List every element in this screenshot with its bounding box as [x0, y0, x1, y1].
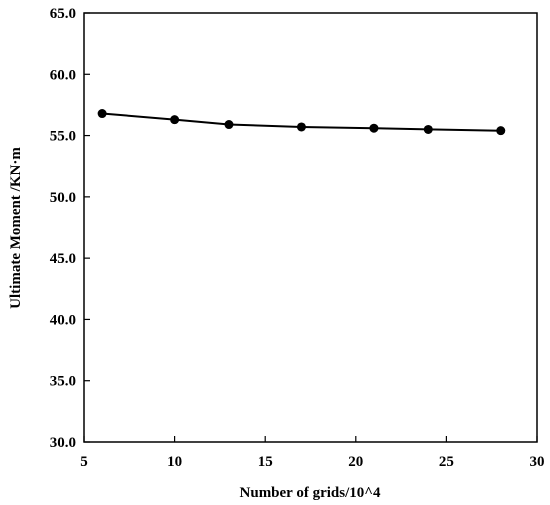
x-axis-ticks: 5 10 15 20 25 30: [80, 436, 545, 470]
data-point: [423, 124, 433, 134]
x-tick-label: 30: [530, 454, 545, 470]
y-tick-label: 60.0: [50, 67, 76, 83]
y-tick-label: 65.0: [50, 6, 76, 22]
y-axis-title: Ultimate Moment /KN·m: [8, 147, 24, 309]
x-tick-label: 20: [348, 454, 363, 470]
y-tick-label: 40.0: [50, 312, 76, 328]
data-point: [224, 120, 234, 130]
x-axis-title: Number of grids/10^4: [240, 485, 381, 501]
data-point: [496, 126, 506, 136]
plot-frame: [83, 12, 538, 443]
data-point: [170, 115, 180, 125]
y-axis-ticks: 30.0 35.0 40.0 45.0 50.0 55.0 60.0 65.0: [50, 6, 90, 451]
data-point: [97, 109, 107, 119]
y-tick-label: 35.0: [50, 374, 76, 390]
data-point: [296, 122, 306, 132]
data-point: [369, 123, 379, 133]
x-tick-label: 10: [167, 454, 182, 470]
x-tick-label: 25: [439, 454, 454, 470]
y-tick-label: 30.0: [50, 435, 76, 451]
x-tick-label: 15: [258, 454, 273, 470]
series-layer: [97, 109, 506, 136]
y-tick-label: 55.0: [50, 129, 76, 145]
y-tick-label: 45.0: [50, 251, 76, 267]
y-tick-label: 50.0: [50, 190, 76, 206]
x-tick-label: 5: [80, 454, 88, 470]
